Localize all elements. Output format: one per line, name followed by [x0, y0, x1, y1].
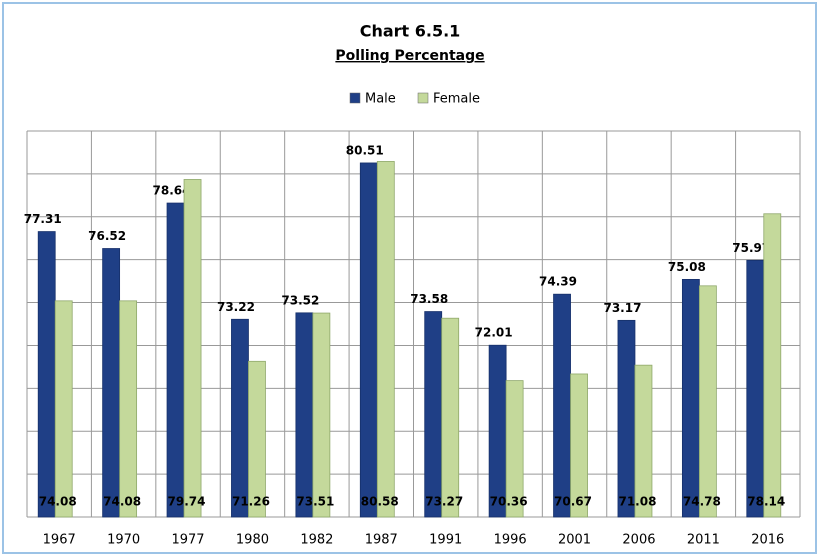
value-label: 70.67 [554, 495, 592, 509]
bar [183, 179, 202, 518]
x-tick-label: 1967 [43, 533, 76, 548]
bar [295, 312, 314, 518]
value-label: 74.08 [103, 495, 141, 509]
x-tick-label: 2001 [558, 533, 591, 548]
value-label: 73.17 [603, 301, 641, 315]
legend-label: Male [365, 92, 396, 107]
value-label: 78.64 [153, 184, 191, 198]
bar [312, 312, 331, 518]
bar [634, 364, 653, 518]
bar [553, 293, 571, 518]
value-label: 71.08 [618, 495, 656, 509]
x-tick-label: 2011 [687, 533, 720, 548]
value-label: 74.78 [683, 495, 721, 509]
value-label: 73.58 [410, 292, 448, 306]
x-tick-label: 1977 [171, 533, 204, 548]
value-label: 79.74 [168, 495, 206, 509]
bar [570, 373, 588, 518]
bar [119, 300, 138, 518]
value-label: 74.39 [539, 275, 577, 289]
value-label: 73.27 [425, 495, 463, 509]
x-tick-label: 2006 [622, 533, 655, 548]
bar [359, 162, 378, 518]
bar [441, 317, 460, 518]
value-label: 72.01 [475, 326, 513, 340]
bar [698, 285, 717, 518]
bar [424, 311, 443, 518]
bar [37, 231, 56, 518]
bar [763, 213, 782, 518]
bar [681, 278, 700, 518]
x-tick-label: 2016 [751, 533, 784, 548]
bar [166, 202, 185, 518]
value-label: 73.22 [217, 300, 255, 314]
value-label: 80.58 [361, 495, 399, 509]
value-label: 80.51 [346, 143, 384, 157]
bar [376, 161, 395, 518]
chart-subtitle: Polling Percentage [335, 48, 484, 64]
value-label: 70.36 [490, 495, 528, 509]
x-tick-label: 1987 [365, 533, 398, 548]
x-tick-label: 1980 [236, 533, 269, 548]
legend-swatch [417, 92, 429, 104]
legend-label: Female [433, 92, 480, 107]
x-tick-label: 1996 [494, 533, 527, 548]
bar [231, 318, 249, 518]
bar [505, 380, 524, 518]
value-label: 77.31 [24, 212, 62, 226]
value-label: 76.52 [88, 229, 126, 243]
bar [54, 300, 73, 518]
legend-swatch [349, 92, 361, 104]
value-label: 75.97 [732, 241, 770, 255]
x-tick-label: 1982 [300, 533, 333, 548]
x-tick-label: 1991 [429, 533, 462, 548]
value-label: 78.14 [747, 495, 785, 509]
chart-title: Chart 6.5.1 [360, 22, 461, 41]
value-label: 73.51 [296, 495, 334, 509]
bar [488, 344, 507, 518]
value-label: 74.08 [39, 495, 77, 509]
x-tick-label: 1970 [107, 533, 140, 548]
value-label: 73.52 [281, 293, 319, 307]
value-label: 75.08 [668, 260, 706, 274]
value-label: 71.26 [232, 495, 270, 509]
bar [617, 319, 636, 518]
bar [248, 360, 266, 518]
bar [746, 259, 765, 518]
bar [102, 248, 121, 518]
